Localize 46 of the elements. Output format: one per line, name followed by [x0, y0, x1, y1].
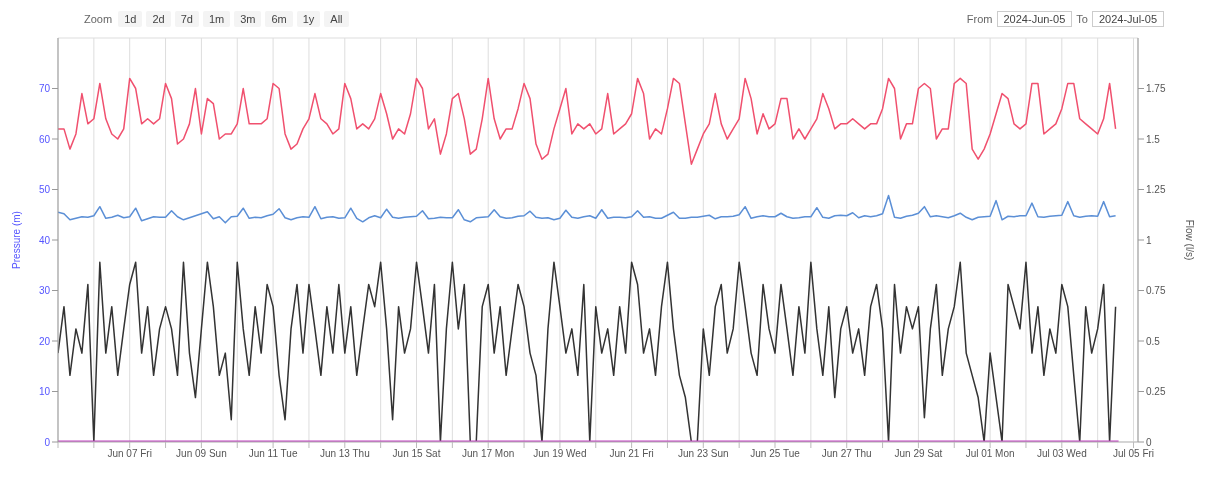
- y-tick-label: 0: [44, 436, 51, 448]
- x-tick-label: Jun 25 Tue: [750, 448, 801, 460]
- x-tick-label: Jun 23 Sun: [678, 448, 729, 460]
- text: 3m: [234, 11, 262, 27]
- x-tick-label: Jun 15 Sat: [392, 448, 441, 460]
- text: 6m: [265, 11, 293, 27]
- y-tick-label: 30: [38, 285, 51, 297]
- x-tick-label: Jul 01 Mon: [965, 448, 1015, 460]
- x-tick-label: Jun 27 Thu: [821, 448, 872, 460]
- x-tick-label: Jun 13 Thu: [319, 448, 370, 460]
- y2-tick-label: 0: [1146, 436, 1152, 448]
- x-tick-label: Jun 09 Sun: [176, 448, 227, 460]
- x-tick-label: Jun 11 Tue: [248, 448, 298, 460]
- x-tick-label: Jun 07 Fri: [107, 448, 152, 460]
- text: Zoom: [84, 13, 113, 25]
- y2-tick-label: 1.5: [1146, 133, 1161, 145]
- y2-tick-label: 0.75: [1146, 285, 1166, 297]
- x-tick-label: Jul 05 Fri: [1112, 448, 1155, 460]
- x-tick-label: Jun 19 Wed: [533, 448, 587, 460]
- x-tick-label: Jun 21 Fri: [609, 448, 654, 460]
- y-tick-label: 60: [38, 133, 51, 145]
- text: 2d: [146, 11, 171, 27]
- text: 2024-Jun-05: [996, 11, 1073, 27]
- x-tick-label: Jul 03 Wed: [1036, 448, 1087, 460]
- text: 7d: [174, 11, 199, 27]
- y2-tick-label: 0.5: [1146, 335, 1161, 347]
- y2-tick-label: 1: [1146, 234, 1152, 246]
- text: 1d: [118, 11, 143, 27]
- x-tick-label: Jun 29 Sat: [894, 448, 943, 460]
- text: 1m: [202, 11, 231, 27]
- text: To: [1076, 13, 1088, 25]
- y-tick-label: 50: [38, 184, 51, 196]
- y-tick-label: 40: [38, 234, 51, 246]
- y2-tick-label: 1.75: [1146, 83, 1166, 95]
- text: From: [966, 13, 993, 25]
- y-tick-label: 20: [38, 335, 51, 347]
- text: 2024-Jul-05: [1091, 11, 1164, 27]
- text: All: [324, 11, 349, 27]
- y-axis-title: Pressure (m): [10, 211, 22, 269]
- y2-tick-label: 1.25: [1146, 184, 1166, 196]
- x-tick-label: Jun 17 Mon: [462, 448, 515, 460]
- y2-axis-title: Flow (l/s): [1184, 219, 1196, 261]
- y2-tick-label: 0.25: [1146, 386, 1166, 398]
- y-tick-label: 10: [38, 386, 51, 398]
- text: 1y: [296, 11, 321, 27]
- y-tick-label: 70: [38, 83, 51, 95]
